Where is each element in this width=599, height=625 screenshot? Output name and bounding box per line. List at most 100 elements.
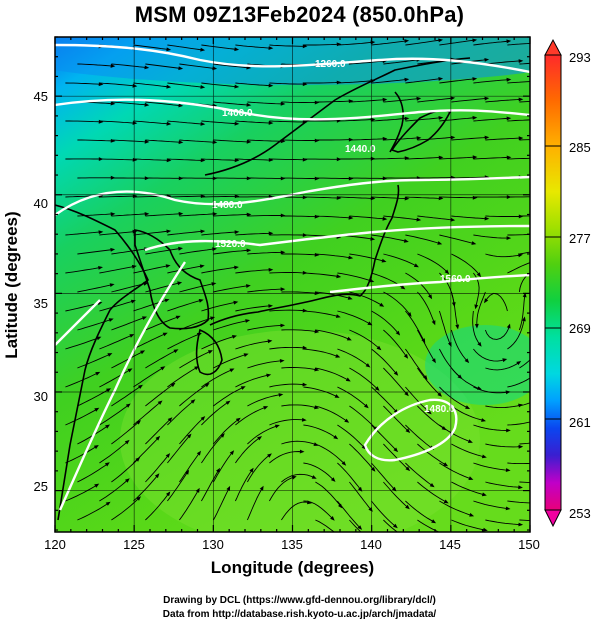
streamline-arrowhead (268, 83, 274, 88)
streamline-arrowhead (246, 102, 252, 107)
streamline (133, 44, 170, 51)
streamline-arrowhead (484, 135, 490, 140)
streamline (303, 348, 339, 358)
streamline-arrowhead (538, 258, 543, 262)
streamline (337, 119, 374, 122)
streamline-arrowhead (437, 241, 443, 245)
colorbar-label: 261 (569, 415, 591, 430)
streamline-arrowhead (167, 417, 173, 422)
streamline (213, 386, 245, 407)
streamline-arrowhead (232, 335, 237, 339)
streamline (77, 318, 112, 331)
streamline (507, 462, 530, 465)
streamline (111, 350, 144, 369)
streamline-arrowhead (138, 384, 143, 389)
contour-line (55, 98, 530, 121)
streamline-arrowhead (421, 338, 426, 344)
streamline (235, 436, 261, 464)
streamline (281, 367, 318, 371)
streamline-arrowhead (246, 212, 252, 217)
streamline-arrowhead (200, 85, 206, 89)
colorbar-label: 253 (569, 506, 591, 521)
streamline-arrowhead (444, 269, 450, 275)
streamline-arrowhead (105, 501, 111, 506)
colorbar-bottom-triangle (544, 509, 562, 528)
streamline-arrowhead (266, 373, 272, 378)
streamline (179, 283, 215, 293)
streamline-arrowhead (314, 405, 319, 410)
streamline (476, 291, 486, 327)
streamline (303, 43, 340, 46)
streamline (371, 462, 396, 491)
streamline-arrowhead (240, 386, 246, 390)
streamline-arrowhead (211, 282, 217, 286)
streamline (473, 40, 510, 46)
streamline (371, 348, 398, 375)
streamline-arrowhead (302, 270, 308, 275)
streamline-arrowhead (140, 350, 146, 355)
streamline-arrowhead (333, 435, 339, 440)
streamline (439, 500, 473, 517)
streamline (201, 120, 238, 125)
streamline-arrowhead (484, 298, 489, 304)
streamline (281, 177, 318, 180)
streamline-arrowhead (506, 323, 511, 329)
streamline (201, 266, 237, 274)
streamline-arrowhead (522, 292, 527, 298)
streamline (417, 291, 435, 324)
streamline (439, 386, 469, 409)
streamline-arrowhead (142, 316, 147, 320)
streamline (519, 481, 530, 483)
streamline (247, 215, 284, 217)
wind-streamlines (65, 39, 530, 532)
streamline-arrowhead (136, 496, 141, 501)
credit-drawing: Drawing by DCL (https://www.gfd-dennou.o… (163, 595, 436, 606)
streamline (99, 404, 130, 426)
streamline-arrowhead (506, 195, 512, 199)
streamline (315, 519, 335, 532)
streamline (507, 119, 530, 122)
x-axis-label: Longitude (degrees) (210, 558, 375, 577)
streamline-arrowhead (367, 321, 373, 326)
streamline (111, 101, 148, 106)
streamline (507, 81, 530, 84)
streamline-arrowhead (98, 230, 104, 235)
streamline (201, 401, 230, 426)
streamline (485, 519, 522, 526)
streamline (269, 82, 306, 85)
streamline-arrowhead (144, 176, 150, 181)
streamline-arrowhead (212, 212, 218, 216)
streamline (179, 350, 212, 369)
streamline-arrowhead (178, 211, 184, 216)
streamline-arrowhead (95, 371, 101, 376)
streamline-arrowhead (160, 366, 166, 371)
streamline-arrowhead (395, 330, 401, 336)
streamline (417, 253, 449, 274)
streamline (167, 400, 195, 426)
streamline-arrowhead (474, 323, 479, 329)
streamline-arrowhead (144, 102, 150, 107)
streamline-arrowhead (338, 503, 343, 509)
x-tick-label: 120 (44, 537, 66, 552)
streamline-arrowhead (280, 213, 286, 218)
streamline-arrowhead (267, 339, 273, 344)
lat-lon-gridlines (55, 37, 530, 532)
streamline-arrowhead (382, 176, 388, 181)
streamline (349, 481, 372, 511)
streamline-arrowhead (229, 368, 235, 373)
contour-line (58, 261, 187, 511)
streamline (269, 272, 306, 274)
streamline (145, 418, 172, 445)
streamline-arrowhead (268, 304, 273, 308)
streamline-arrowhead (106, 388, 111, 393)
streamline-arrowhead (506, 236, 512, 240)
streamline (519, 402, 530, 407)
streamline (247, 454, 271, 483)
streamline-arrowhead (268, 158, 274, 162)
streamline-arrowhead (464, 358, 470, 364)
streamline (439, 234, 475, 245)
streamline (167, 44, 204, 51)
streamline (485, 481, 522, 488)
streamline-arrowhead (438, 196, 444, 201)
streamline (99, 300, 135, 312)
